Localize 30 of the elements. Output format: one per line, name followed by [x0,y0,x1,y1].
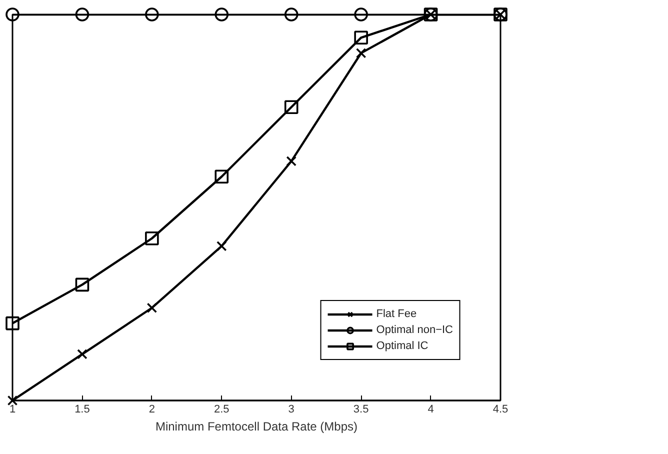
point [145,231,159,246]
point [216,240,227,252]
x-tick-label: 4 [428,404,434,416]
x-tick-label: 3 [288,404,294,416]
point [286,156,296,166]
point [75,8,90,22]
x-tick-label: 2.5 [214,404,230,416]
point [77,349,88,360]
point [284,100,298,114]
point [356,48,366,58]
point [6,316,20,330]
point [214,8,229,22]
point [7,395,18,406]
point [354,8,368,22]
x-tick-label: 1.5 [74,404,90,416]
point [6,8,20,22]
point [145,8,159,22]
legend-label: Flat Fee [376,308,417,320]
x-axis-title: Minimum Femtocell Data Rate (Mbps) [155,420,358,434]
point [146,302,158,314]
point [214,170,229,184]
x-tick-label: 4.5 [492,404,508,416]
x-tick-label: 1 [9,404,16,416]
x-tick-label: 2 [148,404,155,416]
point [284,8,298,22]
x-tick-label: 3.5 [353,404,369,416]
legend-label: Optimal non−IC [376,324,453,336]
point [75,278,90,292]
legend-label: Optimal IC [376,340,428,352]
point [354,30,368,45]
